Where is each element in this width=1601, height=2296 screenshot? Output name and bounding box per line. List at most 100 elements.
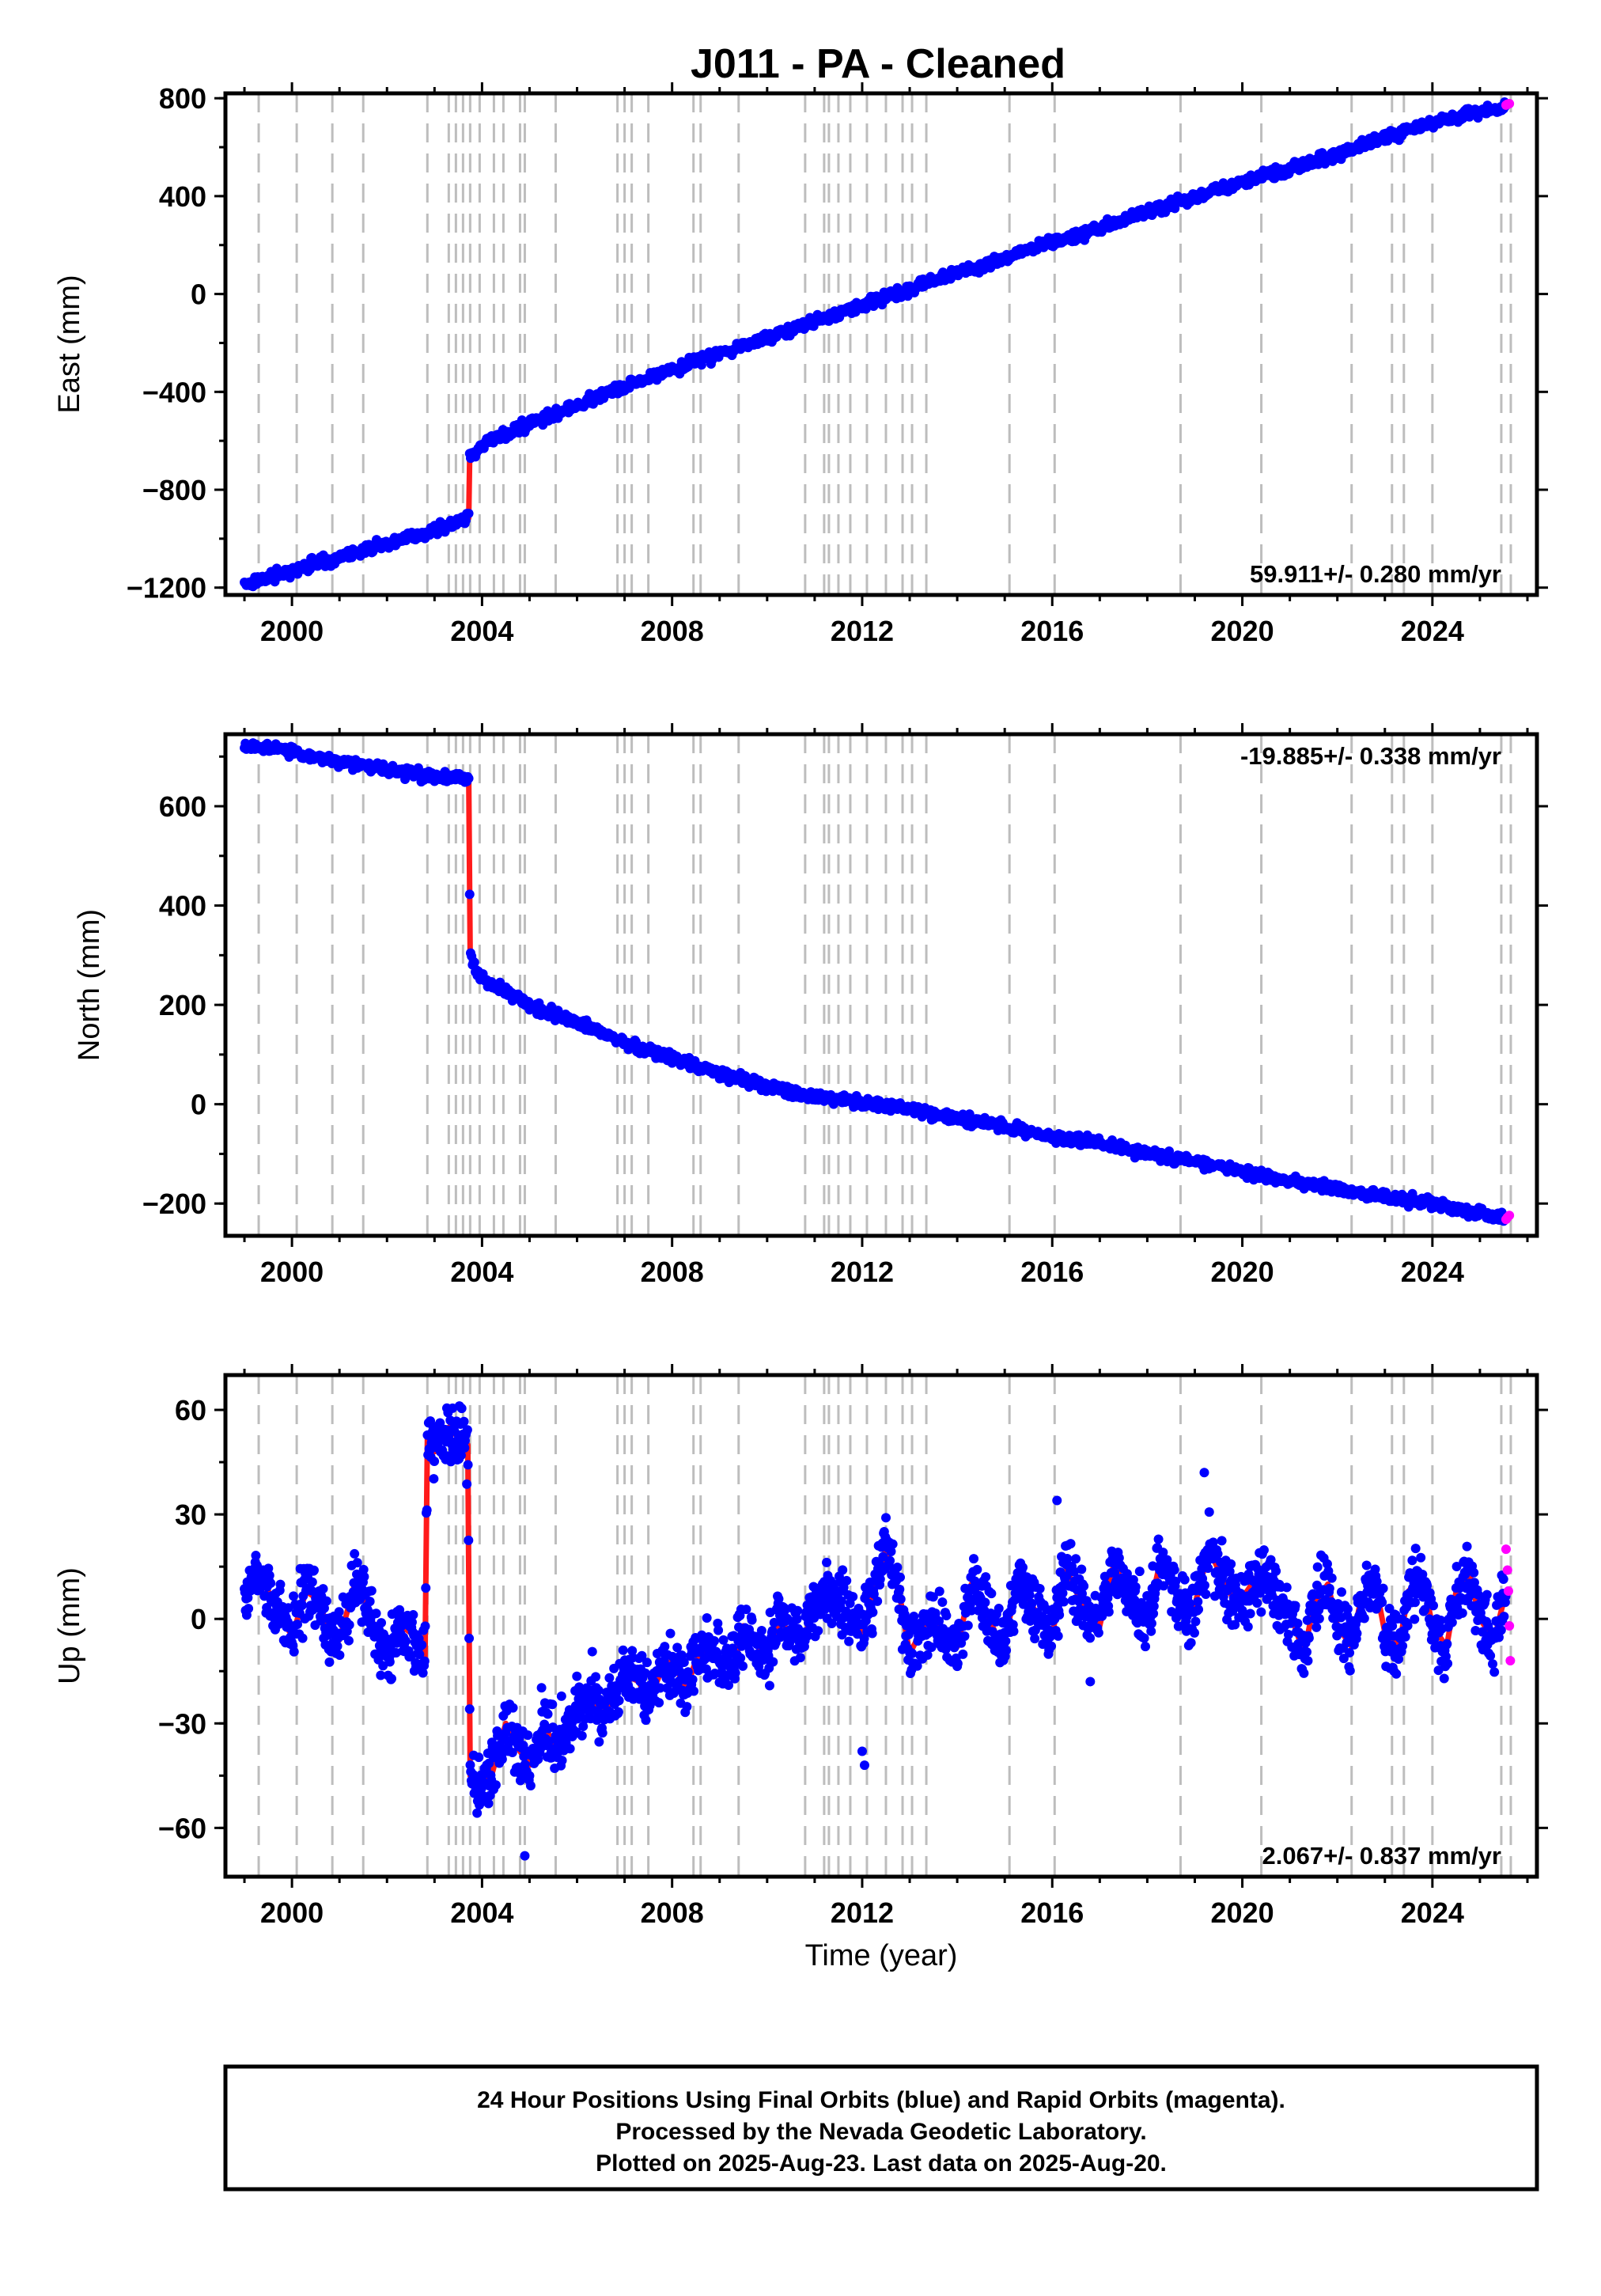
up-final-point <box>822 1557 832 1567</box>
east-rapid-point <box>1504 98 1515 108</box>
up-final-point <box>641 1715 651 1726</box>
east-y-tick-label: 0 <box>191 278 206 311</box>
up-final-point <box>1130 1582 1141 1592</box>
up-final-point <box>1226 1559 1236 1569</box>
up-final-point <box>1134 1567 1145 1577</box>
up-final-point <box>793 1605 803 1616</box>
up-final-point <box>417 1640 427 1650</box>
up-final-point <box>1352 1628 1362 1639</box>
up-final-point <box>1302 1647 1312 1658</box>
up-final-point <box>1030 1634 1040 1644</box>
north-data-points <box>240 738 1515 1226</box>
up-final-point <box>490 1780 501 1790</box>
up-final-point <box>543 1709 553 1719</box>
east-x-tick-label: 2012 <box>831 615 894 647</box>
up-final-point <box>1009 1626 1019 1636</box>
up-final-point <box>387 1673 397 1684</box>
up-final-point <box>952 1658 963 1669</box>
up-final-point <box>738 1661 748 1671</box>
up-final-point <box>689 1686 699 1696</box>
north-x-tick-label: 2024 <box>1401 1256 1464 1288</box>
up-final-point <box>972 1564 982 1574</box>
up-final-point <box>1077 1564 1087 1574</box>
up-final-point <box>536 1683 547 1693</box>
up-final-point <box>907 1648 918 1658</box>
east-x-axis: 2000 2004 2008 2012 2016 2020 2024 <box>243 82 1529 647</box>
up-final-point <box>1065 1539 1076 1549</box>
up-final-point <box>1324 1583 1334 1593</box>
up-final-point <box>1258 1545 1269 1555</box>
up-final-point <box>1293 1618 1303 1628</box>
up-final-point <box>497 1754 507 1764</box>
up-final-point <box>429 1474 439 1484</box>
up-final-point <box>994 1604 1004 1614</box>
up-final-point <box>892 1563 903 1573</box>
up-final-point <box>1245 1608 1255 1619</box>
chart-title: J011 - PA - Cleaned <box>691 41 1065 87</box>
up-final-point <box>1058 1597 1069 1607</box>
up-final-point <box>1217 1536 1227 1546</box>
up-final-point <box>895 1584 905 1594</box>
up-final-point <box>1345 1665 1355 1676</box>
north-y-tick-label: 0 <box>191 1089 206 1121</box>
up-final-point <box>577 1730 587 1741</box>
up-final-point <box>888 1539 898 1549</box>
up-final-point <box>682 1702 692 1712</box>
up-final-point <box>614 1695 624 1706</box>
up-final-point <box>1103 1607 1114 1617</box>
up-final-point <box>456 1404 467 1414</box>
up-final-point <box>848 1592 858 1602</box>
up-final-point <box>756 1626 766 1636</box>
up-final-point <box>1327 1573 1337 1583</box>
up-final-point <box>344 1620 354 1630</box>
up-final-point <box>1186 1638 1196 1648</box>
up-final-point <box>1071 1554 1081 1564</box>
east-x-tick-label: 2008 <box>641 615 704 647</box>
up-final-point <box>958 1649 968 1659</box>
up-final-point <box>1201 1589 1211 1599</box>
up-final-point <box>594 1737 604 1747</box>
up-final-point <box>1018 1563 1028 1573</box>
up-final-point <box>1213 1549 1223 1559</box>
east-y-tick-label: −400 <box>142 376 206 408</box>
up-final-point <box>462 1425 472 1435</box>
up-final-point <box>792 1614 802 1624</box>
up-final-point <box>764 1680 774 1691</box>
north-x-tick-label: 2004 <box>450 1256 513 1288</box>
up-final-point <box>1179 1574 1190 1585</box>
up-final-point <box>867 1628 877 1639</box>
north-rate-label: -19.885+/- 0.338 mm/yr <box>1240 742 1501 770</box>
up-final-point <box>508 1703 518 1713</box>
up-final-point <box>934 1586 944 1597</box>
up-final-point <box>318 1584 328 1594</box>
up-final-point <box>736 1653 746 1663</box>
up-final-point <box>813 1626 823 1636</box>
up-final-point <box>1153 1534 1164 1544</box>
east-x-tick-label: 2004 <box>450 615 513 647</box>
up-final-point <box>297 1633 308 1643</box>
up-final-point <box>713 1625 724 1635</box>
up-final-point <box>463 1460 473 1470</box>
up-final-point <box>981 1572 991 1582</box>
up-final-point <box>1299 1668 1309 1678</box>
north-x-tick-label: 2016 <box>1020 1256 1084 1288</box>
up-final-point <box>1141 1642 1151 1652</box>
up-final-point <box>1189 1627 1199 1638</box>
up-final-point <box>343 1635 354 1646</box>
up-final-point <box>1256 1607 1266 1617</box>
east-x-tick-label: 2024 <box>1401 615 1464 647</box>
up-final-point <box>1194 1605 1204 1615</box>
up-final-point <box>289 1591 299 1601</box>
up-final-point <box>660 1642 670 1652</box>
up-final-point <box>307 1577 317 1587</box>
up-final-point <box>1361 1560 1372 1570</box>
up-final-point <box>730 1668 740 1678</box>
up-final-point <box>1336 1587 1346 1597</box>
up-final-point <box>1085 1633 1096 1643</box>
up-final-point <box>565 1744 575 1754</box>
up-final-point <box>959 1631 970 1641</box>
up-final-point <box>618 1645 628 1655</box>
north-x-tick-label: 2008 <box>641 1256 704 1288</box>
